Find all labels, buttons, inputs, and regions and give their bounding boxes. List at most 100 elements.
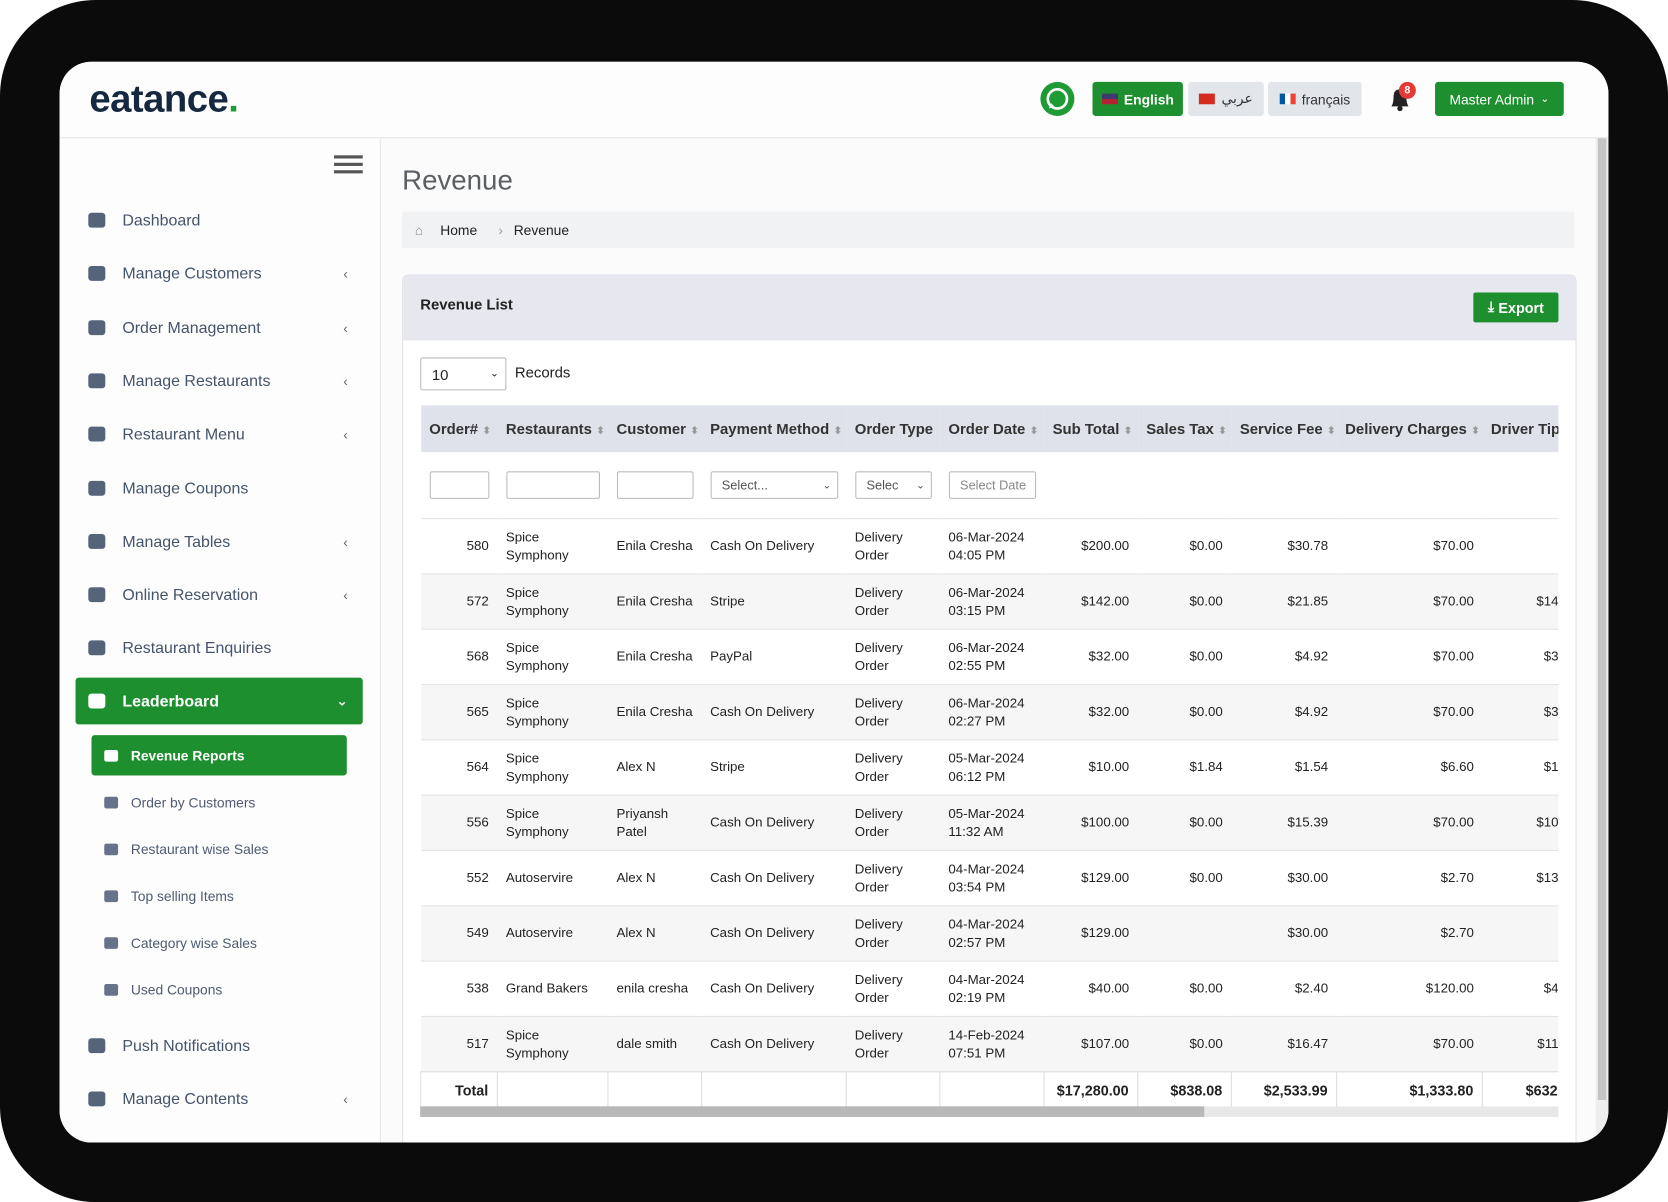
cell-text: $0.00 [1189, 870, 1223, 886]
menu-item[interactable]: Push Notifications [76, 1022, 363, 1069]
cell-text: $70.00 [1433, 593, 1474, 609]
column-header[interactable]: Delivery Charges ⬍ [1336, 405, 1483, 453]
v-scrollbar[interactable] [1595, 138, 1609, 1143]
data-row: 565 Spice Symphony Enila Cresha Cash On Del… [420, 684, 1559, 740]
table-cell: Autoservire [497, 849, 608, 906]
column-header[interactable]: Order Date ⬍ [939, 405, 1045, 453]
cell-text: $21.85 [1287, 593, 1329, 609]
cell-text: $6.60 [1440, 759, 1474, 775]
logo-text: eatance [89, 76, 229, 121]
column-header[interactable]: Payment Method ⬍ [701, 405, 847, 453]
cell-text: Priyansh Patel [616, 805, 669, 839]
column-header[interactable]: Service Fee ⬍ [1231, 405, 1337, 453]
submenu-item[interactable]: Revenue Reports [91, 735, 347, 776]
submenu-item[interactable]: Top selling Items [91, 875, 346, 915]
logo[interactable]: eatance. [89, 76, 239, 122]
h-scrollbar[interactable] [420, 1106, 1559, 1117]
table-cell: $120.00 [1336, 960, 1483, 1017]
sort-icon[interactable]: ⬍ [1218, 425, 1228, 438]
table-cell: $2.70 [1336, 849, 1483, 906]
table-cell: Enila Cresha [607, 684, 702, 740]
filter-input[interactable]: Selec ⌄ [854, 471, 932, 499]
filter-cell [1138, 452, 1232, 518]
cell-text: Spice Symphony [505, 695, 569, 729]
menu-item[interactable]: Manage Coupons [76, 465, 363, 512]
table-cell: $32.00 [1044, 684, 1138, 740]
filter-input[interactable]: Select Date [948, 471, 1036, 499]
submenu-item[interactable]: Category wise Sales [91, 922, 346, 962]
sort-icon[interactable]: ⬍ [690, 425, 700, 438]
filter-text: Selec [866, 477, 899, 493]
filter-input[interactable] [429, 471, 489, 499]
download-icon: ⤓ [1487, 298, 1495, 315]
column-title: Order Date [948, 420, 1026, 438]
column-header[interactable]: Driver Tip [1482, 405, 1559, 453]
language-arabic[interactable]: عربي [1188, 81, 1264, 116]
table-cell: Delivery Order [846, 794, 940, 851]
cell-text: 552 [466, 870, 489, 886]
cell-text: $0.00 [1189, 648, 1223, 664]
menu-item[interactable]: Leaderboard ⌄ [75, 677, 363, 725]
sort-icon[interactable]: ⬍ [482, 425, 492, 438]
column-header[interactable]: Sales Tax ⬍ [1137, 405, 1232, 453]
menu-label: Manage Customers [122, 264, 262, 283]
flag [1279, 93, 1296, 105]
cell-text: 04-Mar-2024 03:54 PM [948, 861, 1025, 895]
cell-text: Delivery Order [854, 695, 903, 729]
cell-text: $0.00 [1189, 593, 1223, 609]
column-header[interactable]: Customer ⬍ [607, 405, 702, 453]
language-french[interactable]: français [1268, 81, 1362, 116]
menu-item[interactable]: Order Management ‹ [76, 304, 363, 351]
whatsapp-icon[interactable] [1039, 81, 1075, 117]
sort-icon[interactable]: ⬍ [1471, 425, 1481, 438]
filter-cell [1044, 452, 1138, 518]
menu-item[interactable]: Manage Tables ‹ [76, 518, 363, 565]
data-row: 517 Spice Symphony dale smith Cash On Deliv… [420, 1015, 1559, 1072]
table-cell: $2.70 [1336, 905, 1483, 962]
table-cell: $13.0 [1482, 849, 1559, 906]
column-header[interactable]: Order# ⬍ [420, 405, 498, 453]
cell-text: 538 [466, 980, 489, 996]
cell-text: $0.00 [1189, 704, 1223, 720]
sort-icon[interactable]: ⬍ [596, 425, 606, 438]
menu-toggle[interactable] [334, 153, 364, 176]
table-cell: $21.85 [1231, 573, 1337, 630]
table-cell: Enila Cresha [607, 573, 702, 630]
sort-icon[interactable]: ⬍ [1123, 425, 1133, 438]
sort-icon[interactable]: ⬍ [1029, 425, 1039, 438]
filter-input[interactable]: Select... ⌄ [710, 471, 838, 499]
page-size-select[interactable]: 10 ⌄ [420, 357, 507, 391]
column-title: Order Type [854, 420, 934, 438]
language-english[interactable]: English [1092, 81, 1183, 116]
submenu-label: Top selling Items [130, 887, 234, 904]
menu-item[interactable]: Restaurant Enquiries [76, 624, 363, 671]
cell-text: 14-Feb-2024 07:51 PM [948, 1027, 1025, 1061]
export-button[interactable]: ⤓ Export [1473, 292, 1559, 323]
submenu-item[interactable]: Used Coupons [91, 969, 346, 1009]
menu-item[interactable]: Manage Customers ‹ [76, 250, 363, 297]
v-scroll-thumb[interactable] [1597, 138, 1607, 1100]
submenu-item[interactable]: Order by Customers [91, 782, 346, 822]
menu-item[interactable]: Dashboard [76, 197, 363, 244]
sort-icon[interactable]: ⬍ [833, 425, 843, 438]
table-cell: Delivery Order [846, 628, 940, 685]
column-header[interactable]: Restaurants ⬍ [497, 405, 608, 453]
cell-text: Spice Symphony [505, 1027, 569, 1061]
menu-item[interactable]: Manage Restaurants ‹ [76, 357, 363, 404]
user-menu[interactable]: Master Admin ⌄ [1435, 81, 1564, 116]
filter-input[interactable] [505, 471, 600, 499]
submenu-item[interactable]: Restaurant wise Sales [91, 829, 346, 869]
filter-input[interactable] [616, 471, 694, 499]
table-cell: 568 [420, 628, 498, 685]
table-cell: $15.39 [1231, 794, 1337, 851]
sort-icon[interactable]: ⬍ [1326, 425, 1336, 438]
table-cell: Priyansh Patel [607, 794, 702, 851]
table-cell: Cash On Delivery [701, 905, 847, 962]
h-scroll-thumb[interactable] [420, 1106, 1205, 1117]
menu-item[interactable]: Restaurant Menu ‹ [76, 411, 363, 458]
breadcrumb-home[interactable]: Home [440, 221, 478, 238]
menu-item[interactable]: Online Reservation ‹ [76, 571, 363, 618]
column-header[interactable]: Sub Total ⬍ [1044, 405, 1138, 453]
menu-item[interactable]: Manage Contents ‹ [76, 1075, 363, 1122]
cell-text: Delivery Order [854, 639, 903, 673]
